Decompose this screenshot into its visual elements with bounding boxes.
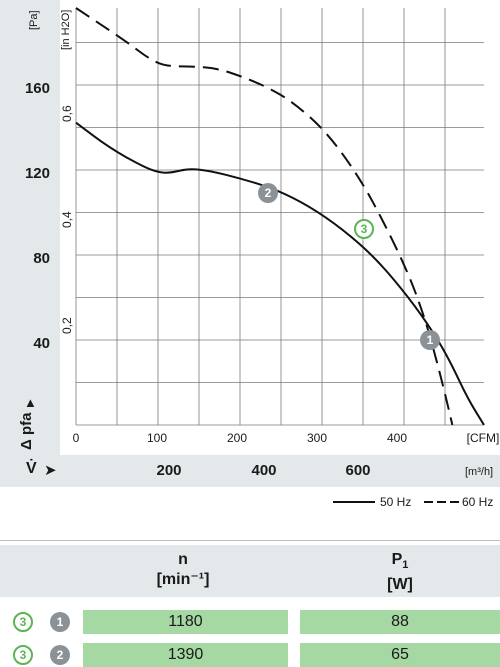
x-unit-cfm: [CFM] [466,431,500,445]
table-header-band [0,545,500,597]
fan-curve-chart [75,7,485,426]
x-axis-arrow-icon: ➤ [44,462,57,479]
col-header-n-main: n [178,551,188,568]
x-tick-cfm: 0 [72,431,80,445]
row-1-curve-badge: 3 [13,612,33,632]
x-tick-cfm: 100 [146,431,168,445]
x-tick-m3h: 200 [156,462,182,479]
legend-50hz-label: 50 Hz [380,495,412,509]
x-tick-m3h: 400 [251,462,277,479]
curve-60hz [75,7,454,426]
row-2-point-badge: 2 [50,645,70,665]
legend-60hz-dash [450,501,459,503]
operating-point-1-badge: 1 [420,330,440,350]
col-header-p1: P1 [W] [345,550,455,595]
chart-curves [75,7,485,426]
x-tick-cfm: 400 [386,431,408,445]
legend-60hz-dash [437,501,446,503]
chart-grid [75,8,484,426]
operating-point-2-badge: 2 [258,183,278,203]
row-1-n-cell: 1180 [83,610,288,634]
x-unit-m3h: [m³/h] [465,466,494,478]
x-tick-cfm: 300 [306,431,328,445]
x-axis-label: V̇ [26,460,37,477]
y-axis-band [0,0,60,455]
col-header-p1-unit: [W] [387,576,413,594]
x-tick-cfm: 200 [226,431,248,445]
legend-60hz-dash [424,501,433,503]
x-axis-band [0,455,500,487]
table-top-rule [0,540,500,541]
y-tick-pa: 40 [33,335,50,352]
curve-50hz [75,121,485,426]
legend-50hz-line [333,501,375,503]
y-tick-pa: 80 [33,250,50,267]
col-header-n: n [min⁻¹] [128,550,238,590]
row-2-n-cell: 1390 [83,643,288,667]
row-1-point-badge: 1 [50,612,70,632]
y-tick-pa: 160 [24,80,50,97]
col-header-p1-main: P1 [391,551,409,572]
y-axis-arrow-icon: ▲ [24,395,37,410]
row-2-p1-cell: 65 [300,643,500,667]
row-1-p1-cell: 88 [300,610,500,634]
y-tick-pa: 120 [24,165,50,182]
x-tick-m3h: 600 [345,462,371,479]
legend-60hz-label: 60 Hz [462,495,494,509]
curve-3-badge: 3 [354,219,374,239]
row-2-curve-badge: 3 [13,645,33,665]
col-header-n-unit: [min⁻¹] [156,571,210,588]
